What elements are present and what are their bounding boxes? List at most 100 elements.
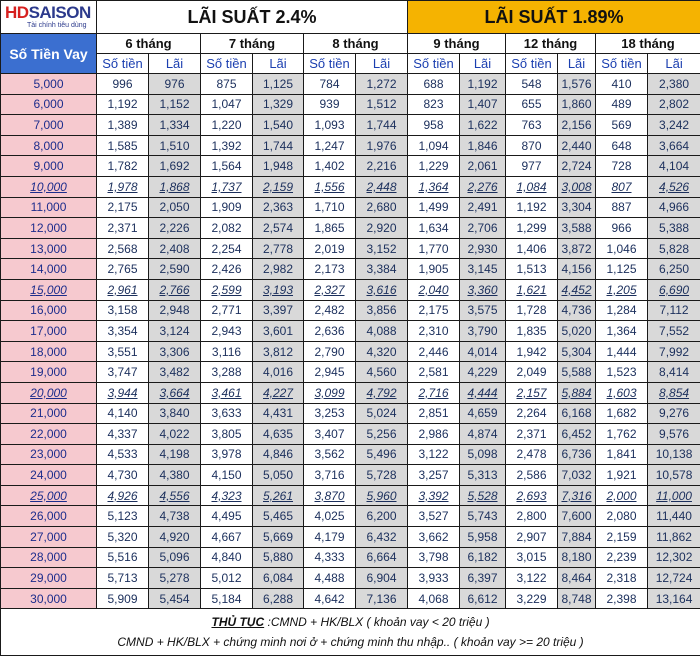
interest-cell: 3,856 — [356, 300, 408, 321]
payment-amount-cell: 1,603 — [596, 382, 648, 403]
payment-amount-cell: 548 — [506, 74, 558, 95]
interest-cell: 5,669 — [253, 527, 304, 548]
loan-amount-cell: 15,000 — [1, 279, 97, 300]
payment-amount-cell: 3,870 — [304, 485, 356, 506]
interest-cell: 6,904 — [356, 568, 408, 589]
interest-cell: 5,588 — [558, 362, 596, 383]
payment-amount-cell: 3,662 — [408, 527, 460, 548]
loan-amount-cell: 20,000 — [1, 382, 97, 403]
payment-amount-cell: 2,310 — [408, 321, 460, 342]
interest-cell: 1,329 — [253, 94, 304, 115]
payment-amount-cell: 4,068 — [408, 588, 460, 609]
payment-amount-cell: 958 — [408, 115, 460, 136]
payment-amount-cell: 1,634 — [408, 218, 460, 239]
interest-cell: 3,616 — [356, 279, 408, 300]
interest-cell: 2,061 — [460, 156, 506, 177]
interest-cell: 4,104 — [648, 156, 700, 177]
payment-amount-cell: 4,323 — [201, 485, 253, 506]
payment-amount-cell: 1,921 — [596, 465, 648, 486]
interest-cell: 5,728 — [356, 465, 408, 486]
interest-cell: 2,802 — [648, 94, 700, 115]
interest-cell: 1,540 — [253, 115, 304, 136]
payment-amount-cell: 823 — [408, 94, 460, 115]
payment-amount-cell: 3,805 — [201, 424, 253, 445]
interest-cell: 3,575 — [460, 300, 506, 321]
interest-cell: 5,828 — [648, 238, 700, 259]
payment-amount-cell: 763 — [506, 115, 558, 136]
interest-cell: 8,414 — [648, 362, 700, 383]
interest-cell: 4,022 — [149, 424, 201, 445]
interest-cell: 3,840 — [149, 403, 201, 424]
payment-amount-cell: 2,049 — [506, 362, 558, 383]
payment-amount-cell: 4,642 — [304, 588, 356, 609]
interest-cell: 6,182 — [460, 547, 506, 568]
sub-header-amount: Số tiền — [596, 54, 648, 74]
interest-cell: 4,014 — [460, 341, 506, 362]
payment-amount-cell: 1,192 — [506, 197, 558, 218]
interest-cell: 5,050 — [253, 465, 304, 486]
interest-cell: 4,635 — [253, 424, 304, 445]
payment-amount-cell: 1,389 — [97, 115, 149, 136]
payment-amount-cell: 3,354 — [97, 321, 149, 342]
interest-cell: 5,261 — [253, 485, 304, 506]
interest-cell: 2,276 — [460, 176, 506, 197]
loan-amount-cell: 12,000 — [1, 218, 97, 239]
payment-amount-cell: 5,909 — [97, 588, 149, 609]
interest-cell: 2,930 — [460, 238, 506, 259]
interest-cell: 7,600 — [558, 506, 596, 527]
interest-cell: 5,960 — [356, 485, 408, 506]
payment-amount-cell: 1,835 — [506, 321, 558, 342]
rate-left-header: LÃI SUẤT 2.4% — [97, 1, 408, 34]
interest-cell: 1,192 — [460, 74, 506, 95]
month-header: 7 tháng — [201, 34, 304, 54]
interest-cell: 4,380 — [149, 465, 201, 486]
interest-cell: 4,016 — [253, 362, 304, 383]
payment-amount-cell: 2,586 — [506, 465, 558, 486]
interest-cell: 2,380 — [648, 74, 700, 95]
loan-amount-cell: 18,000 — [1, 341, 97, 362]
interest-cell: 2,491 — [460, 197, 506, 218]
interest-cell: 4,738 — [149, 506, 201, 527]
payment-amount-cell: 1,942 — [506, 341, 558, 362]
interest-cell: 1,510 — [149, 135, 201, 156]
payment-amount-cell: 4,495 — [201, 506, 253, 527]
payment-amount-cell: 1,585 — [97, 135, 149, 156]
payment-amount-cell: 2,636 — [304, 321, 356, 342]
interest-cell: 4,227 — [253, 382, 304, 403]
loan-amount-cell: 9,000 — [1, 156, 97, 177]
payment-amount-cell: 3,099 — [304, 382, 356, 403]
payment-amount-cell: 1,770 — [408, 238, 460, 259]
interest-cell: 5,454 — [149, 588, 201, 609]
interest-cell: 2,724 — [558, 156, 596, 177]
interest-cell: 5,496 — [356, 444, 408, 465]
interest-cell: 1,744 — [253, 135, 304, 156]
interest-cell: 2,706 — [460, 218, 506, 239]
payment-amount-cell: 1,402 — [304, 156, 356, 177]
interest-cell: 7,032 — [558, 465, 596, 486]
sub-header-amount: Số tiền — [408, 54, 460, 74]
interest-cell: 5,098 — [460, 444, 506, 465]
interest-cell: 4,659 — [460, 403, 506, 424]
payment-amount-cell: 2,000 — [596, 485, 648, 506]
sub-header-interest: Lãi — [460, 54, 506, 74]
payment-amount-cell: 3,798 — [408, 547, 460, 568]
payment-amount-cell: 3,158 — [97, 300, 149, 321]
payment-amount-cell: 2,426 — [201, 259, 253, 280]
payment-amount-cell: 5,713 — [97, 568, 149, 589]
interest-cell: 5,256 — [356, 424, 408, 445]
payment-amount-cell: 5,320 — [97, 527, 149, 548]
interest-cell: 6,432 — [356, 527, 408, 548]
interest-cell: 11,440 — [648, 506, 700, 527]
interest-cell: 5,958 — [460, 527, 506, 548]
interest-cell: 6,397 — [460, 568, 506, 589]
payment-amount-cell: 2,986 — [408, 424, 460, 445]
loan-amount-cell: 16,000 — [1, 300, 97, 321]
payment-amount-cell: 2,716 — [408, 382, 460, 403]
